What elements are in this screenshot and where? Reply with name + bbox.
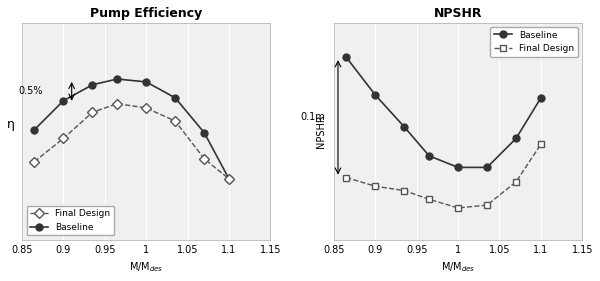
Title: Pump Efficiency: Pump Efficiency <box>90 7 202 20</box>
Text: 0.1m: 0.1m <box>301 112 326 123</box>
Legend: Baseline, Final Design: Baseline, Final Design <box>490 27 578 57</box>
Legend: Final Design, Baseline: Final Design, Baseline <box>26 206 114 235</box>
Y-axis label: NPSHR: NPSHR <box>316 114 326 148</box>
X-axis label: M/M$_{des}$: M/M$_{des}$ <box>441 260 475 274</box>
X-axis label: M/M$_{des}$: M/M$_{des}$ <box>129 260 163 274</box>
Y-axis label: η: η <box>7 118 15 131</box>
Text: 0.5%: 0.5% <box>18 86 43 96</box>
Title: NPSHR: NPSHR <box>434 7 482 20</box>
